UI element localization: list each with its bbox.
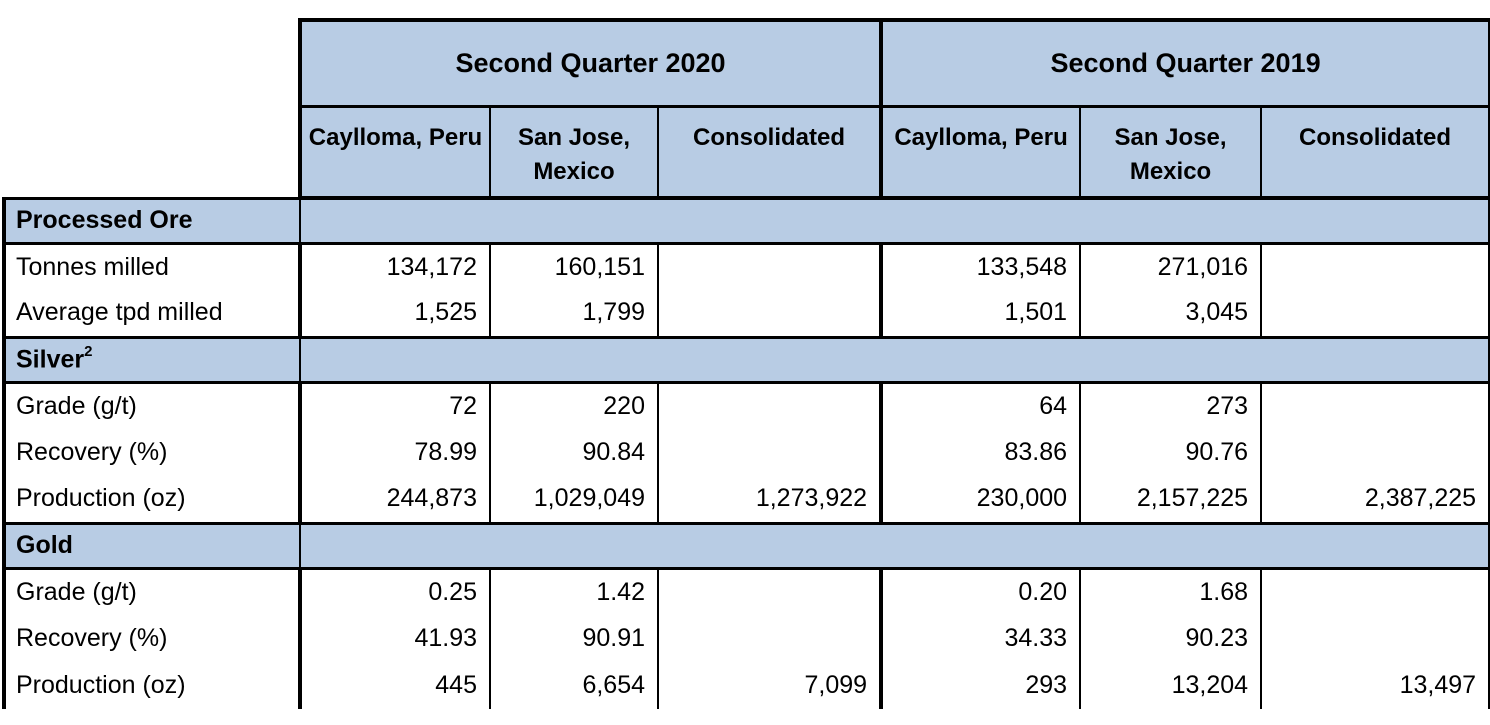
value-cell (1260, 382, 1490, 429)
section-label-silver: Silver2 (2, 335, 301, 384)
section-label-text: Gold (16, 531, 73, 559)
value-cell (656, 429, 883, 476)
value-cell (1260, 615, 1490, 662)
table-header: Second Quarter 2020 Second Quarter 2019 … (4, 18, 1490, 200)
value-cell: 2,157,225 (1079, 476, 1263, 523)
header-spacer (4, 106, 300, 198)
value-cell (656, 382, 883, 429)
value-cell: 0.25 (299, 568, 491, 615)
section-band (298, 335, 1490, 384)
value-cell: 64 (879, 382, 1082, 429)
row-label-recovery: Recovery (%) (2, 615, 302, 662)
value-cell: 0.20 (879, 568, 1082, 615)
value-cell (656, 243, 883, 290)
value-cell (1260, 429, 1490, 476)
table-row-grade-g-t: Grade (g/t) 0.25 1.42 0.20 1.68 (2, 568, 1490, 615)
header-spacer (4, 20, 300, 106)
value-cell: 13,497 (1260, 662, 1490, 709)
section-band (298, 521, 1490, 570)
value-cell: 1,525 (299, 290, 491, 337)
section-band (298, 196, 1490, 245)
value-cell (1260, 568, 1490, 615)
column-header-consolidated-2020: Consolidated (656, 105, 883, 200)
section-label-superscript: 2 (84, 342, 93, 360)
column-header-caylloma-peru-2020: Caylloma, Peru (298, 105, 491, 200)
value-cell: 83.86 (879, 429, 1082, 476)
quarter-header-2020: Second Quarter 2020 (297, 18, 884, 108)
section-label-gold: Gold (2, 521, 301, 570)
value-cell: 3,045 (1079, 290, 1263, 337)
value-cell: 90.84 (489, 429, 659, 476)
value-cell: 244,873 (299, 476, 491, 523)
value-cell: 7,099 (656, 662, 883, 709)
value-cell: 1.68 (1079, 568, 1263, 615)
column-header-san-jose-mexico-2019: San Jose, Mexico (1079, 105, 1263, 200)
table-row-average-tpd-milled: Average tpd milled 1,525 1,799 1,501 3,045 (2, 290, 1490, 337)
value-cell: 41.93 (299, 615, 491, 662)
section-row-processed-ore: Processed Ore (2, 196, 1490, 245)
table-row-recovery: Recovery (%) 41.93 90.91 34.33 90.23 (2, 615, 1490, 662)
table-body: Processed Ore Tonnes milled 134,172 160,151… (2, 196, 1490, 709)
table-row-recovery: Recovery (%) 78.99 90.84 83.86 90.76 (2, 429, 1490, 476)
value-cell: 220 (489, 382, 659, 429)
value-cell: 34.33 (879, 615, 1082, 662)
table-row-grade-g-t: Grade (g/t) 72 220 64 273 (2, 382, 1490, 429)
value-cell: 160,151 (489, 243, 659, 290)
value-cell: 1,273,922 (656, 476, 883, 523)
value-cell: 2,387,225 (1260, 476, 1490, 523)
row-label-tonnes-milled: Tonnes milled (2, 243, 302, 290)
row-label-grade-g-t: Grade (g/t) (2, 382, 302, 429)
value-cell: 78.99 (299, 429, 491, 476)
column-header-caylloma-peru-2019: Caylloma, Peru (879, 105, 1082, 200)
value-cell: 445 (299, 662, 491, 709)
row-label-average-tpd-milled: Average tpd milled (2, 290, 302, 337)
value-cell: 72 (299, 382, 491, 429)
value-cell: 13,204 (1079, 662, 1263, 709)
table-row-production-oz: Production (oz) 445 6,654 7,099 293 13,204 13,… (2, 662, 1490, 709)
value-cell: 1.42 (489, 568, 659, 615)
value-cell: 1,501 (879, 290, 1082, 337)
value-cell: 134,172 (299, 243, 491, 290)
value-cell: 273 (1079, 382, 1263, 429)
value-cell: 230,000 (879, 476, 1082, 523)
value-cell: 90.76 (1079, 429, 1263, 476)
section-label-processed-ore: Processed Ore (2, 196, 301, 245)
table-row-tonnes-milled: Tonnes milled 134,172 160,151 133,548 271,01… (2, 243, 1490, 290)
value-cell: 90.23 (1079, 615, 1263, 662)
value-cell: 1,029,049 (489, 476, 659, 523)
value-cell: 6,654 (489, 662, 659, 709)
value-cell (656, 568, 883, 615)
value-cell: 293 (879, 662, 1082, 709)
value-cell (1260, 243, 1490, 290)
row-label-recovery: Recovery (%) (2, 429, 302, 476)
value-cell: 271,016 (1079, 243, 1263, 290)
value-cell (1260, 290, 1490, 337)
value-cell: 133,548 (879, 243, 1082, 290)
value-cell: 1,799 (489, 290, 659, 337)
value-cell (656, 290, 883, 337)
value-cell (656, 615, 883, 662)
row-label-production-oz: Production (oz) (2, 476, 302, 523)
section-row-silver: Silver2 (2, 335, 1490, 384)
row-label-production-oz: Production (oz) (2, 662, 302, 709)
quarter-header-row: Second Quarter 2020 Second Quarter 2019 (4, 18, 1490, 108)
table-row-production-oz: Production (oz) 244,873 1,029,049 1,273,922… (2, 476, 1490, 523)
column-header-row: Caylloma, Peru San Jose, Mexico Consolid… (4, 105, 1490, 200)
section-label-text: Processed Ore (16, 206, 193, 234)
row-label-grade-g-t: Grade (g/t) (2, 568, 302, 615)
value-cell: 90.91 (489, 615, 659, 662)
column-header-consolidated-2019: Consolidated (1260, 105, 1490, 200)
column-header-san-jose-mexico-2020: San Jose, Mexico (489, 105, 659, 200)
quarter-header-2019: Second Quarter 2019 (880, 18, 1490, 108)
section-row-gold: Gold (2, 521, 1490, 570)
production-summary-table: Second Quarter 2020 Second Quarter 2019 … (2, 18, 1490, 709)
section-label-text: Silver (16, 345, 85, 374)
